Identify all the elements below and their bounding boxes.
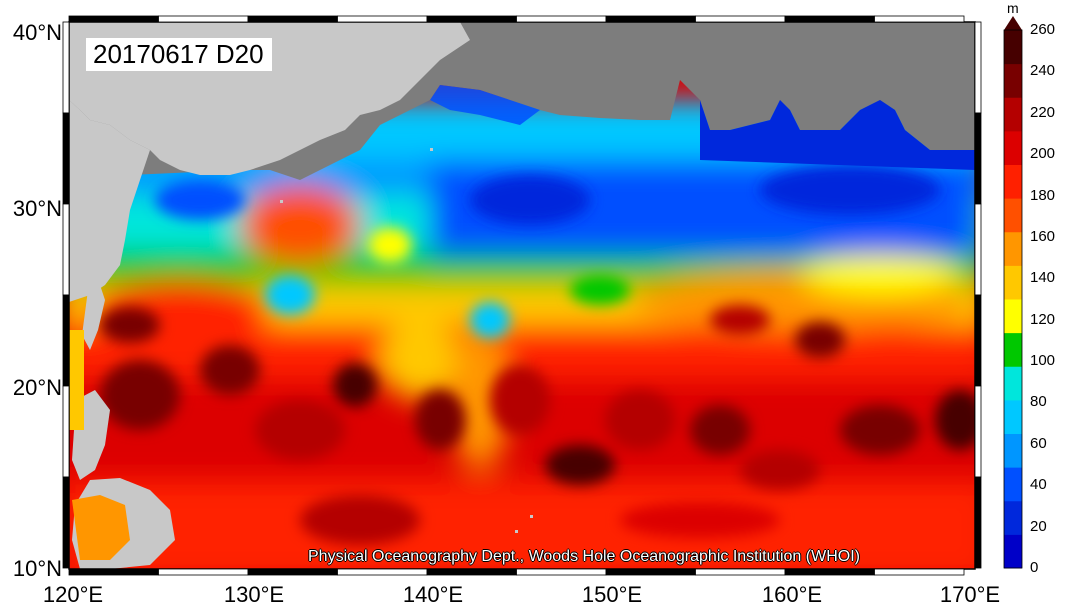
- lon-label-120e: 120°E: [42, 582, 104, 607]
- frame-tick: [337, 568, 428, 576]
- frame-tick: [695, 568, 786, 576]
- colorbar-swatch: [1004, 299, 1022, 334]
- frame-tick: [337, 15, 428, 23]
- lat-label-40n: 40°N: [12, 20, 62, 45]
- colorbar-swatch: [1004, 399, 1022, 434]
- colorbar-swatch: [1004, 366, 1022, 401]
- colorbar-swatch: [1004, 30, 1022, 65]
- colorbar-arrow: [1004, 16, 1022, 30]
- frame-tick: [68, 15, 159, 23]
- frame-tick: [68, 568, 159, 576]
- lon-label-170e: 170°E: [939, 582, 1001, 607]
- frame-tick: [974, 294, 982, 387]
- frame-tick: [874, 568, 965, 576]
- colorbar-tick-label: 140: [1030, 269, 1056, 287]
- credit-text: Physical Oceanography Dept., Woods Hole …: [308, 548, 860, 565]
- frame-tick: [426, 15, 517, 23]
- frame-tick: [974, 476, 982, 569]
- map-field: [69, 22, 975, 569]
- frame-tick: [158, 15, 249, 23]
- colorbar-tick-label: 220: [1030, 103, 1056, 121]
- lat-label-10n: 10°N: [12, 556, 62, 581]
- frame-tick: [516, 15, 607, 23]
- frame-tick: [247, 568, 338, 576]
- frame-tick: [516, 568, 607, 576]
- frame-tick: [874, 15, 965, 23]
- frame-tick: [62, 21, 70, 114]
- frame-tick: [158, 568, 249, 576]
- frame-tick: [62, 476, 70, 569]
- colorbar-tick-label: 60: [1030, 434, 1047, 452]
- colorbar-tick-label: 100: [1030, 352, 1056, 370]
- frame-tick: [605, 568, 696, 576]
- frame-tick: [62, 294, 70, 387]
- lat-label-30n: 30°N: [12, 196, 62, 221]
- colorbar-tick-label: 160: [1030, 227, 1056, 245]
- colorbar-swatch: [1004, 433, 1022, 468]
- frame-tick: [974, 112, 982, 205]
- frame-tick: [695, 15, 786, 23]
- colorbar-tick-label: 200: [1030, 145, 1056, 163]
- colorbar: [1003, 16, 1023, 569]
- colorbar-swatch: [1004, 97, 1022, 132]
- colorbar-tick-label: 120: [1030, 310, 1056, 328]
- colorbar-swatch: [1004, 467, 1022, 502]
- frame-tick: [784, 568, 875, 576]
- lon-label-160e: 160°E: [761, 582, 823, 607]
- colorbar-tick-label: 0: [1030, 559, 1039, 576]
- lon-label-150e: 150°E: [581, 582, 643, 607]
- lon-label-140e: 140°E: [402, 582, 464, 607]
- frame-tick: [62, 203, 70, 296]
- frame-tick: [426, 568, 517, 576]
- colorbar-outline: [1003, 29, 1023, 569]
- colorbar-tick-label: 40: [1030, 476, 1047, 494]
- colorbar-swatch: [1004, 198, 1022, 233]
- lon-label-130e: 130°E: [223, 582, 285, 607]
- colorbar-swatch: [1004, 63, 1022, 98]
- colorbar-tick-label: 80: [1030, 393, 1047, 411]
- colorbar-tick-label: 260: [1030, 21, 1056, 38]
- frame-tick: [62, 385, 70, 478]
- colorbar-tick-label: 20: [1030, 517, 1047, 535]
- colorbar-swatch: [1004, 534, 1022, 569]
- lat-label-20n: 20°N: [12, 375, 62, 400]
- frame-tick: [974, 21, 982, 114]
- frame-tick: [974, 385, 982, 478]
- frame-tick: [247, 15, 338, 23]
- frame-tick: [605, 15, 696, 23]
- frame-tick: [62, 112, 70, 205]
- colorbar-tick-label: 180: [1030, 186, 1056, 204]
- colorbar-swatch: [1004, 130, 1022, 165]
- colorbar-swatch: [1004, 164, 1022, 199]
- colorbar-swatch: [1004, 265, 1022, 300]
- colorbar-swatch: [1004, 231, 1022, 266]
- colorbar-swatch: [1004, 500, 1022, 535]
- map-frame-ticks: [62, 15, 982, 576]
- frame-tick: [784, 15, 875, 23]
- colorbar-unit: m: [1007, 0, 1019, 16]
- map-title: 20170617 D20: [86, 38, 272, 71]
- colorbar-tick-label: 240: [1030, 62, 1056, 80]
- colorbar-swatch: [1004, 332, 1022, 367]
- frame-tick: [974, 203, 982, 296]
